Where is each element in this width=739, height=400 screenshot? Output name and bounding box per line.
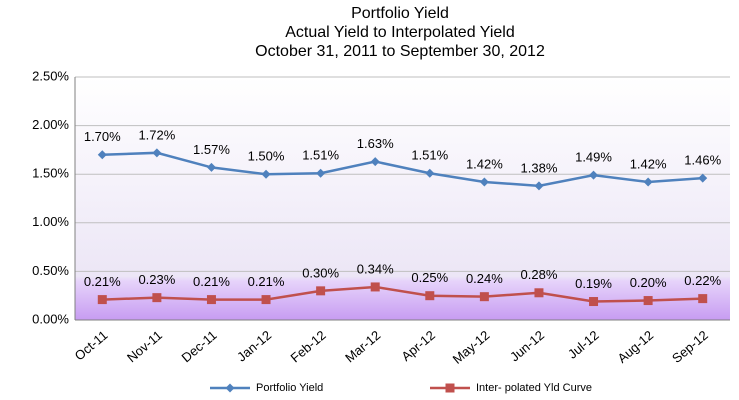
data-label: 1.51% (302, 148, 339, 163)
data-point (425, 291, 435, 301)
y-tick-label: 2.50% (32, 68, 69, 83)
data-point (97, 150, 107, 160)
data-label: 0.22% (684, 273, 721, 288)
data-point (534, 181, 544, 191)
data-point (316, 168, 326, 178)
data-point (643, 296, 653, 306)
data-point (261, 169, 271, 179)
chart-title: Portfolio Yield (351, 5, 449, 22)
x-tick-label: Dec-11 (179, 327, 220, 365)
y-tick-label: 2.00% (32, 117, 69, 132)
data-point (97, 295, 107, 305)
legend-marker (225, 383, 235, 393)
x-tick-label: Jan-12 (234, 327, 274, 364)
series-line (102, 151, 703, 188)
data-point (534, 288, 544, 298)
chart-subtitle: October 31, 2011 to September 30, 2012 (255, 43, 545, 60)
series-line (102, 285, 703, 303)
plot-area (75, 77, 730, 320)
x-tick-label: Jul-12 (565, 327, 602, 361)
data-label: 0.20% (630, 275, 667, 290)
data-point (370, 282, 380, 292)
x-tick-label: Mar-12 (342, 327, 383, 365)
x-tick-label: Apr-12 (398, 327, 438, 364)
x-tick-label: Sep-12 (669, 327, 711, 365)
data-label: 1.42% (466, 156, 503, 171)
data-label: 0.21% (84, 274, 121, 289)
legend-label: Inter- polated Yld Curve (476, 382, 592, 394)
data-label: 1.51% (411, 148, 448, 163)
y-tick-label: 0.00% (32, 311, 69, 326)
data-point (316, 286, 326, 296)
data-point (589, 170, 599, 180)
data-label: 0.24% (466, 271, 503, 286)
data-point (643, 177, 653, 187)
data-label: 1.49% (575, 150, 612, 165)
x-tick-label: Oct-11 (72, 327, 111, 363)
data-label: 1.57% (193, 142, 230, 157)
data-label: 0.25% (411, 270, 448, 285)
y-tick-label: 0.50% (32, 263, 69, 278)
data-label: 1.50% (248, 149, 285, 164)
data-label: 0.30% (302, 265, 339, 280)
data-label: 1.46% (684, 153, 721, 168)
data-point (479, 292, 489, 302)
data-label: 0.28% (521, 267, 558, 282)
x-tick-label: Jun-12 (507, 327, 547, 364)
data-label: 0.19% (575, 276, 612, 291)
data-label: 0.21% (248, 274, 285, 289)
data-point (425, 168, 435, 178)
data-point (370, 157, 380, 167)
data-point (261, 295, 271, 305)
data-label: 1.38% (521, 160, 558, 175)
x-tick-label: Feb-12 (288, 327, 329, 365)
data-label: 0.34% (357, 261, 394, 276)
data-label: 1.72% (138, 127, 175, 142)
data-point (698, 294, 708, 304)
data-label: 1.70% (84, 129, 121, 144)
data-point (206, 162, 216, 172)
data-label: 1.42% (630, 156, 667, 171)
data-point (479, 177, 489, 187)
x-tick-label: May-12 (450, 327, 493, 366)
data-point (206, 295, 216, 305)
data-point (698, 173, 708, 183)
data-point (152, 293, 162, 303)
y-tick-label: 1.00% (32, 214, 69, 229)
data-label: 0.23% (138, 272, 175, 287)
data-label: 1.63% (357, 136, 394, 151)
data-label: 0.21% (193, 274, 230, 289)
y-tick-label: 1.50% (32, 166, 69, 181)
data-point (589, 297, 599, 307)
legend-label: Portfolio Yield (256, 382, 323, 394)
legend-marker (445, 383, 455, 393)
x-tick-label: Nov-11 (124, 327, 165, 365)
x-tick-label: Aug-12 (615, 327, 657, 365)
chart-subtitle: Actual Yield to Interpolated Yield (285, 24, 515, 41)
data-point (152, 148, 162, 158)
